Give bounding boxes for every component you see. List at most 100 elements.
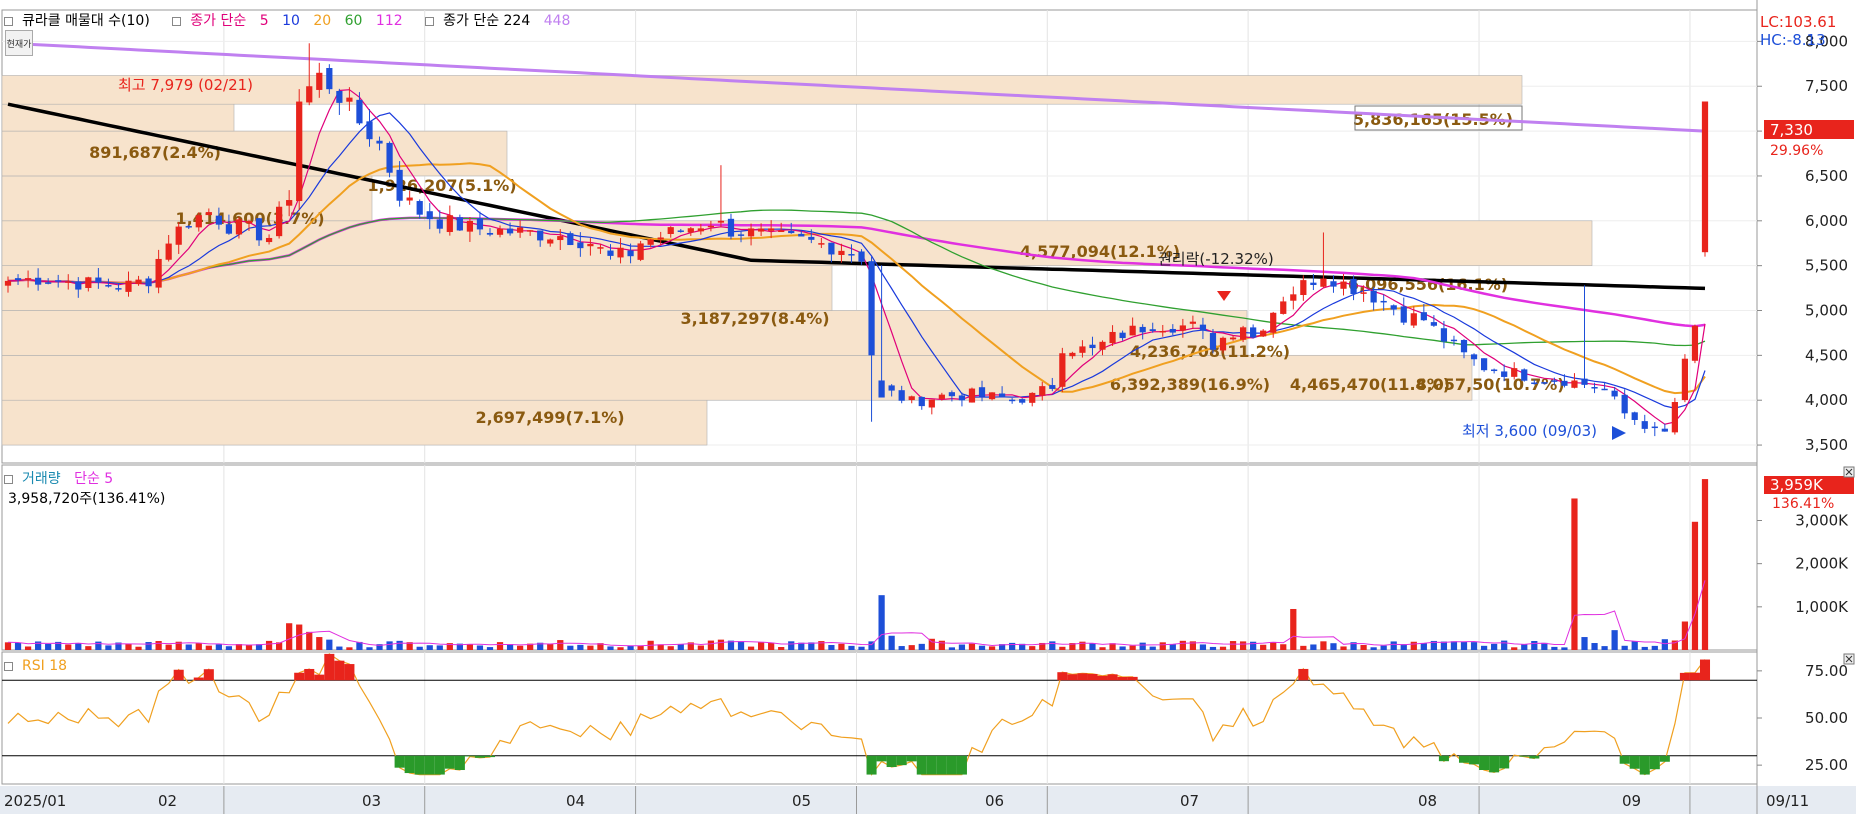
candle-body	[1691, 325, 1699, 361]
candle-body	[1089, 344, 1096, 349]
ex-rights-marker-icon	[1217, 291, 1231, 301]
volume-bar	[928, 638, 935, 650]
ma-period-448: 448	[543, 13, 571, 29]
candle	[1310, 273, 1317, 291]
volume-bar	[1360, 645, 1367, 650]
candle-body	[1270, 312, 1277, 333]
volume-bar	[1450, 641, 1458, 650]
candle	[45, 278, 52, 285]
x-tick-label: 05	[792, 792, 811, 810]
rsi-oversold-fill	[876, 755, 887, 762]
candle	[737, 231, 745, 243]
panel-close-icon[interactable]	[1843, 653, 1855, 665]
price-tick-label: 4,000	[1805, 391, 1848, 409]
volume-bar	[547, 643, 554, 650]
volume-profile-label: 2,697,499(7.1%)	[475, 408, 624, 427]
volume-bar	[1420, 643, 1427, 650]
candle	[527, 230, 534, 236]
rsi-overbought-fill	[173, 669, 184, 681]
panel-close-x	[1845, 655, 1853, 663]
rsi-oversold-fill	[1639, 755, 1650, 775]
price-tick-label: 3,500	[1805, 436, 1848, 454]
candle	[1701, 101, 1709, 257]
candle-body	[65, 281, 72, 283]
volume-bar	[1029, 646, 1036, 650]
rsi-overbought-fill	[1077, 673, 1088, 681]
candle-body	[958, 395, 966, 401]
volume-bar	[1470, 642, 1478, 650]
rsi-overbought-fill	[203, 669, 214, 681]
candle-body	[1019, 399, 1026, 403]
rsi-line	[7, 653, 1706, 776]
legend-marker-icon	[425, 16, 435, 26]
volume-bar	[747, 646, 755, 650]
candle-body	[898, 390, 905, 401]
candle	[1551, 377, 1558, 385]
rsi-overbought-fill	[1127, 676, 1138, 681]
candle-body	[607, 250, 614, 256]
candle-body	[4, 280, 12, 286]
candle	[1300, 275, 1307, 301]
candle	[717, 165, 725, 227]
volume-bar	[537, 642, 544, 650]
rsi-overbought-fill	[193, 677, 204, 681]
candle-body	[1239, 327, 1247, 340]
candle-body	[1571, 380, 1578, 388]
volume-bar	[1009, 642, 1016, 650]
volume-bar	[1601, 646, 1608, 650]
candle-body	[1450, 339, 1458, 342]
candle	[1531, 379, 1538, 385]
volume-profile-bar	[1, 310, 1248, 356]
volume-bar	[1019, 643, 1026, 650]
volume-bar	[888, 635, 895, 650]
candle	[1541, 382, 1548, 385]
current-price-button[interactable]: 현재가	[5, 30, 33, 56]
ma-period-112: 112	[375, 13, 403, 29]
rsi-oversold-fill	[1438, 755, 1449, 762]
volume-bar	[988, 646, 996, 650]
candle-body	[1340, 281, 1347, 289]
candle-body	[928, 399, 935, 408]
x-tick-label: 06	[985, 792, 1004, 810]
candle	[215, 207, 222, 230]
candle	[928, 399, 935, 415]
volume-bar	[356, 641, 363, 650]
candle	[1410, 306, 1417, 328]
candle	[778, 222, 785, 233]
candle	[416, 199, 423, 219]
candle	[667, 226, 674, 238]
candle	[1501, 364, 1508, 382]
volume-bar	[406, 642, 413, 650]
candle	[898, 385, 905, 404]
candle-body	[1029, 392, 1036, 403]
volume-bar	[707, 640, 715, 650]
candle	[386, 141, 393, 178]
candle-body	[1591, 387, 1598, 389]
candle	[1320, 232, 1327, 288]
volume-legend: 거래량 단순 5	[4, 468, 122, 488]
volume-bar	[1300, 645, 1307, 650]
candle	[1380, 294, 1387, 311]
legend-marker-icon	[4, 474, 13, 484]
volume-bar	[185, 644, 192, 650]
candle-body	[265, 237, 273, 243]
volume-bar	[858, 646, 865, 650]
candle-body	[326, 68, 333, 90]
volume-bar	[336, 646, 343, 650]
candle	[306, 43, 313, 106]
volume-bar	[1149, 646, 1156, 650]
candle	[687, 227, 694, 236]
candle	[1119, 330, 1126, 341]
candle	[1521, 368, 1528, 382]
volume-bar	[1661, 639, 1668, 650]
candle-body	[336, 90, 343, 103]
candle-body	[396, 169, 403, 201]
candle-body	[75, 281, 82, 290]
rsi-oversold-fill	[946, 755, 957, 775]
candle	[577, 232, 584, 257]
candle	[1350, 275, 1357, 301]
panel-close-icon[interactable]	[1843, 466, 1855, 478]
volume-profile-bar	[1, 220, 1593, 266]
